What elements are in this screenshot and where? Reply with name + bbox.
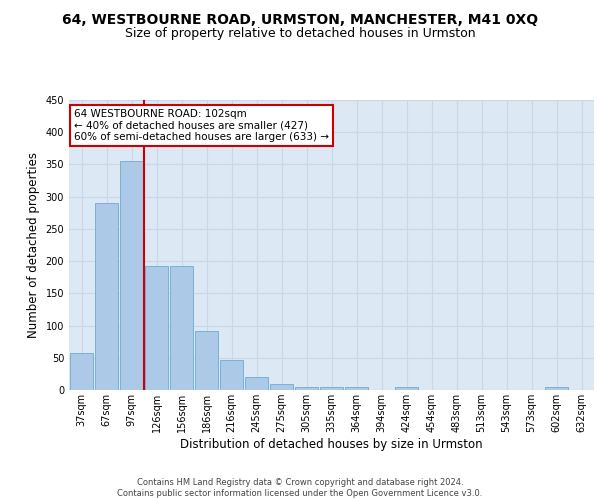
- Bar: [320, 387, 343, 390]
- Bar: [70, 352, 93, 390]
- Text: 64 WESTBOURNE ROAD: 102sqm
← 40% of detached houses are smaller (427)
60% of sem: 64 WESTBOURNE ROAD: 102sqm ← 40% of deta…: [74, 108, 329, 142]
- Bar: [170, 266, 193, 390]
- Bar: [120, 161, 143, 390]
- Bar: [145, 266, 168, 390]
- Bar: [195, 330, 218, 390]
- Bar: [95, 203, 118, 390]
- Bar: [395, 387, 418, 390]
- Bar: [545, 387, 568, 390]
- Bar: [220, 360, 243, 390]
- Bar: [345, 387, 368, 390]
- Y-axis label: Number of detached properties: Number of detached properties: [27, 152, 40, 338]
- Text: Contains HM Land Registry data © Crown copyright and database right 2024.
Contai: Contains HM Land Registry data © Crown c…: [118, 478, 482, 498]
- Bar: [245, 377, 268, 390]
- Bar: [270, 384, 293, 390]
- Bar: [295, 387, 318, 390]
- X-axis label: Distribution of detached houses by size in Urmston: Distribution of detached houses by size …: [180, 438, 483, 451]
- Text: 64, WESTBOURNE ROAD, URMSTON, MANCHESTER, M41 0XQ: 64, WESTBOURNE ROAD, URMSTON, MANCHESTER…: [62, 12, 538, 26]
- Text: Size of property relative to detached houses in Urmston: Size of property relative to detached ho…: [125, 28, 475, 40]
